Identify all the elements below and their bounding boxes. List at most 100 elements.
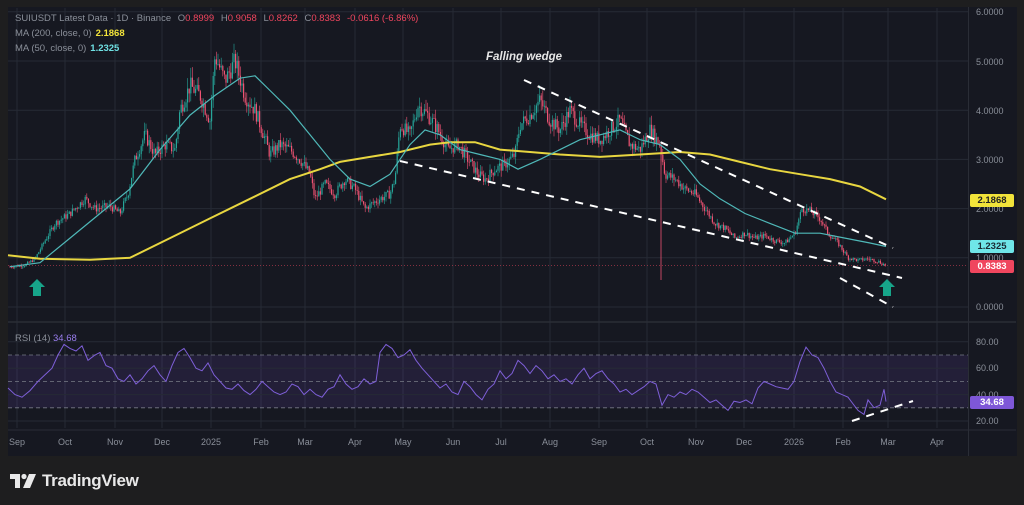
candle-body: [654, 128, 656, 144]
rsi-legend[interactable]: RSI (14) 34.68: [15, 333, 77, 344]
candle-body: [798, 219, 800, 226]
candle-body: [201, 100, 203, 108]
candle-body: [41, 243, 43, 250]
ma50-legend[interactable]: MA (50, close, 0) 1.2325: [15, 43, 123, 54]
candle-body: [633, 143, 635, 149]
candle-body: [151, 149, 153, 154]
candle-body: [195, 88, 197, 93]
candle-body: [179, 112, 181, 129]
candle-body: [374, 201, 376, 203]
rsi-tick: 60.00: [976, 363, 999, 373]
candle-body: [878, 260, 880, 263]
candle-body: [9, 266, 11, 268]
candle-body: [505, 160, 507, 168]
ma50-label: MA (50, close, 0): [15, 43, 87, 54]
candle-body: [537, 101, 539, 106]
candle-body: [838, 239, 840, 247]
candle-body: [715, 224, 717, 226]
tradingview-logo[interactable]: TradingView: [10, 471, 139, 491]
candle-body: [78, 207, 80, 209]
candle-body: [393, 184, 395, 185]
candle-body: [300, 162, 302, 166]
candle-body: [724, 225, 726, 231]
candle-body: [156, 146, 158, 153]
candle-body: [521, 123, 523, 130]
candle-body: [875, 261, 877, 263]
candle-body: [718, 223, 720, 229]
candle-body: [185, 102, 187, 108]
candle-body: [679, 184, 681, 187]
candle-body: [153, 148, 155, 154]
candle-body: [391, 184, 393, 192]
candle-body: [662, 154, 664, 163]
candle-body: [132, 165, 134, 178]
buy-arrow-icon: [29, 279, 45, 296]
ma50-price-tag: 1.2325: [970, 240, 1014, 253]
candle-body: [609, 135, 611, 137]
candle-body: [641, 143, 643, 152]
falling-wedge-annotation[interactable]: Falling wedge: [486, 51, 563, 63]
candle-body: [750, 236, 752, 238]
candle-body: [884, 263, 886, 266]
candle-body: [262, 133, 264, 139]
candle-body: [574, 111, 576, 125]
price-axis-panel[interactable]: [968, 7, 1017, 456]
candle-body: [313, 183, 315, 196]
candle-body: [630, 143, 632, 147]
candle-body: [825, 224, 827, 227]
candle-body: [265, 136, 267, 138]
candle-body: [879, 260, 881, 264]
ma200-label: MA (200, close, 0): [15, 28, 92, 39]
candle-body: [255, 104, 257, 122]
time-tick: Oct: [639, 437, 655, 447]
candle-body: [417, 107, 419, 118]
candle-body: [55, 220, 57, 226]
candle-body: [615, 126, 617, 131]
candle-body: [38, 252, 40, 255]
candle-body: [497, 165, 499, 171]
time-tick: Dec: [153, 437, 171, 447]
candle-body: [751, 236, 753, 237]
candle-body: [516, 138, 518, 146]
candle-body: [92, 206, 94, 208]
candle-body: [49, 229, 51, 237]
candle-body: [260, 127, 262, 134]
candle-body: [719, 225, 721, 229]
candle-body: [871, 259, 873, 260]
candle-body: [519, 129, 521, 134]
candle-body: [676, 179, 678, 181]
candle-body: [401, 129, 403, 131]
candle-body: [639, 146, 641, 152]
candle-body: [604, 135, 606, 139]
candle-body: [409, 126, 411, 130]
candle-body: [619, 114, 621, 118]
candle-body: [159, 152, 161, 154]
candle-body: [302, 163, 304, 166]
candle-body: [326, 180, 328, 183]
candle-body: [308, 166, 310, 174]
candle-body: [169, 141, 171, 143]
candle-body: [198, 84, 200, 92]
candle-body: [678, 180, 680, 187]
candle-body: [371, 202, 373, 204]
candle-body: [652, 128, 654, 139]
rsi-label: RSI (14): [15, 333, 51, 344]
candle-body: [116, 208, 118, 212]
candle-body: [647, 139, 649, 142]
candle-body: [121, 210, 123, 214]
candle-body: [334, 195, 336, 199]
ma200-legend[interactable]: MA (200, close, 0) 2.1868: [15, 28, 129, 39]
candle-body: [739, 236, 741, 238]
candle-body: [459, 146, 461, 151]
change-value: -0.0616 (-6.86%): [347, 13, 419, 24]
candle-body: [612, 121, 614, 132]
candle-body: [476, 167, 478, 175]
candle-body: [729, 230, 731, 234]
candle-body: [27, 261, 29, 264]
buy-arrow-icon: [879, 279, 895, 296]
candle-body: [699, 197, 701, 202]
candle-body: [510, 156, 512, 159]
time-tick: Mar: [880, 437, 896, 447]
candle-body: [134, 155, 136, 166]
